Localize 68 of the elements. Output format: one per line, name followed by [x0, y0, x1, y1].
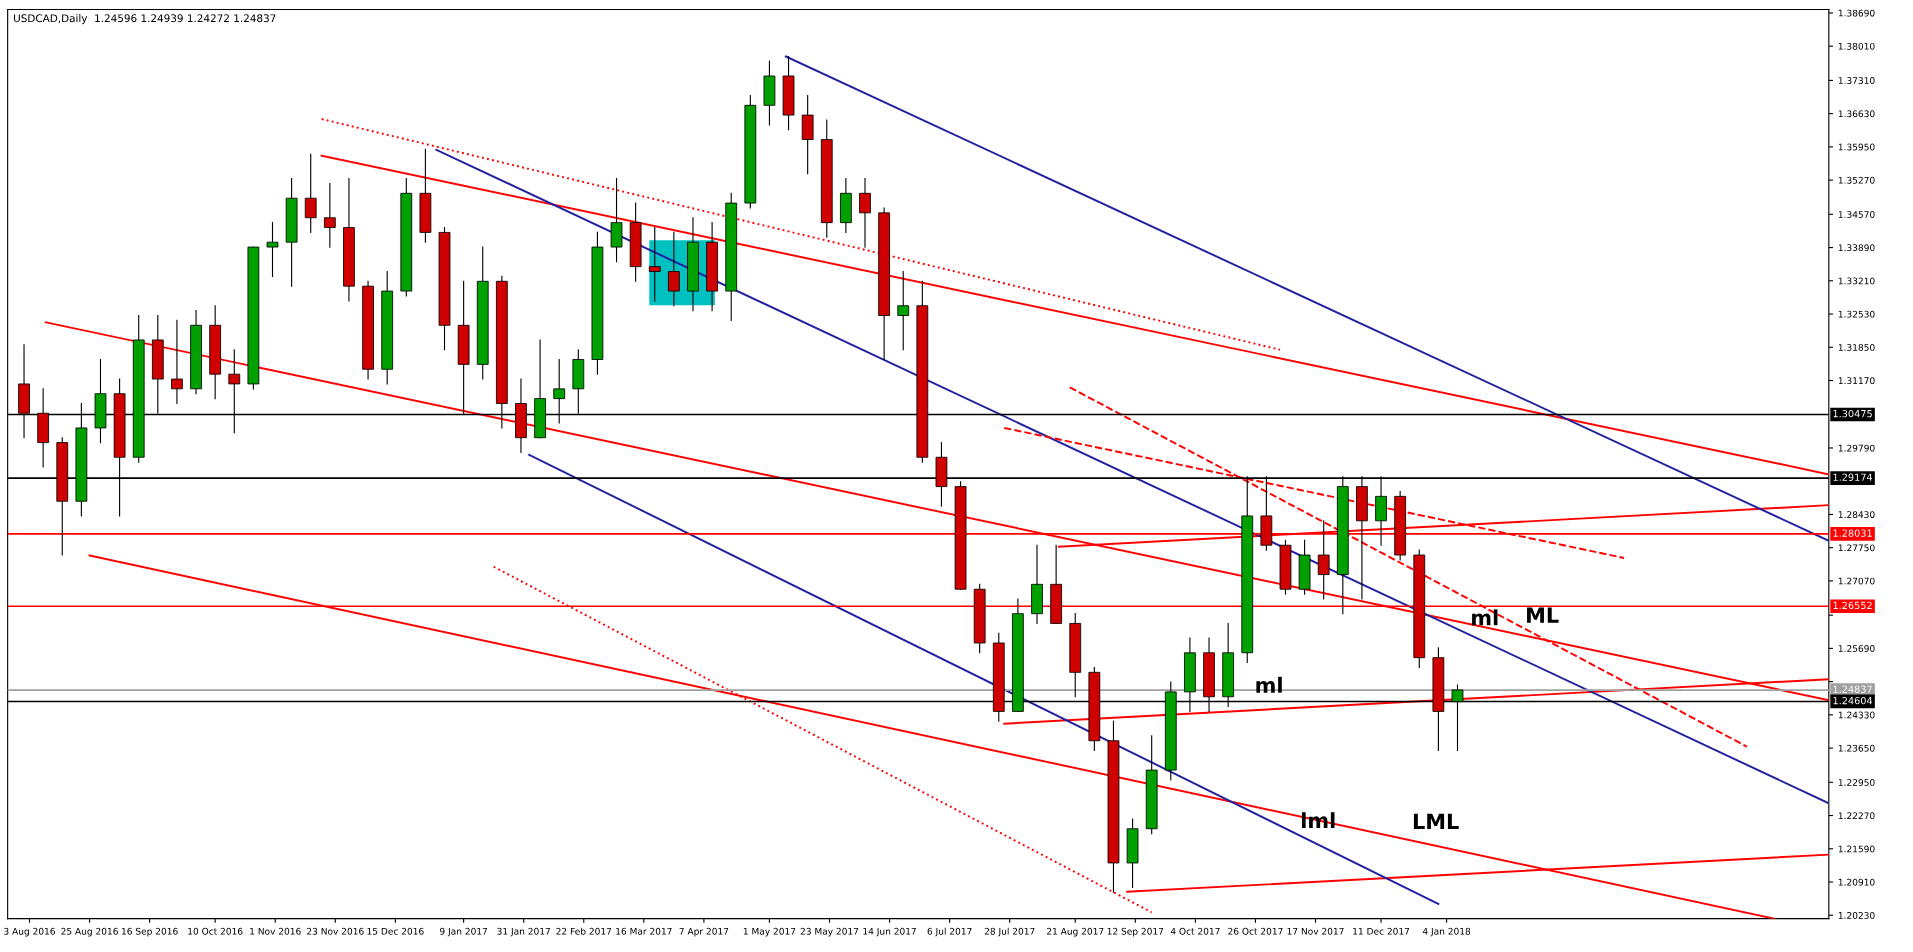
x-tick-label: 28 Jul 2017	[984, 927, 1035, 937]
ref-line-label: 1.29174	[1833, 473, 1873, 481]
candlestick	[304, 153, 317, 233]
x-tick-label: 1 Nov 2016	[250, 927, 301, 935]
y-tick-label: 1.36630	[1838, 110, 1875, 118]
y-tick-label: 1.31170	[1838, 377, 1875, 385]
ref-line-label: 1.30475	[1833, 409, 1872, 418]
ref-line-label: 1.26552	[1833, 601, 1872, 610]
x-tick-label: 4 Oct 2017	[1170, 927, 1220, 935]
y-tick-label: 1.37310	[1838, 77, 1875, 84]
y-tick-label: 1.20910	[1838, 878, 1875, 886]
x-tick-label: 31 Jan 2017	[497, 927, 550, 937]
y-tick-label: 1.29790	[1838, 444, 1875, 452]
x-tick-label: 21 Aug 2017	[1046, 927, 1104, 937]
candlestick	[1317, 520, 1330, 600]
y-tick-label: 1.35270	[1838, 176, 1875, 184]
candlestick	[897, 270, 910, 351]
x-tick-label: 1 May 2017	[743, 927, 796, 937]
y-tick-label: 1.20230	[1838, 911, 1875, 919]
x-tick-label: 6 Jul 2017	[927, 927, 972, 937]
y-tick-label: 1.38010	[1838, 42, 1875, 50]
y-tick-label: 1.33210	[1838, 277, 1875, 285]
x-tick-label: 15 Dec 2016	[367, 927, 424, 935]
x-tick-label: 23 Nov 2016	[307, 927, 364, 935]
x-tick-label: 26 Oct 2017	[1228, 927, 1283, 935]
x-tick-label: 10 Oct 2016	[188, 927, 243, 935]
candlestick	[171, 319, 183, 405]
x-tick-label: 23 May 2017	[800, 927, 859, 937]
x-tick-label: 17 Nov 2017	[1287, 927, 1344, 935]
x-tick-label: 12 Sep 2017	[1107, 927, 1164, 937]
annotation: ml	[1472, 609, 1498, 626]
x-tick-label: 11 Dec 2017	[1353, 927, 1410, 935]
x-tick-label: 4 Jan 2018	[1422, 927, 1471, 937]
x-tick-label: 16 Mar 2017	[616, 927, 672, 935]
y-tick-label: 1.28430	[1838, 511, 1875, 518]
annotation: ml	[1256, 676, 1282, 693]
candlestick	[266, 222, 279, 277]
y-tick-label: 1.34570	[1838, 211, 1875, 218]
y-tick-label: 1.38690	[1838, 9, 1875, 17]
chart-title: USDCAD,Daily 1.24596 1.24939 1.24272 1.24837	[14, 14, 276, 25]
annotation: LML	[1413, 813, 1459, 830]
x-tick-label: 7 Apr 2017	[679, 927, 729, 937]
ref-line-label: 1.24837	[1833, 685, 1872, 693]
candlestick	[667, 231, 680, 307]
y-tick-label: 1.22950	[1838, 779, 1875, 786]
y-tick-label: 1.23650	[1838, 744, 1875, 752]
x-tick-label: 22 Feb 2017	[556, 927, 612, 935]
y-tick-label: 1.32530	[1838, 310, 1875, 318]
y-tick-label: 1.33890	[1838, 244, 1875, 252]
y-tick-label: 1.24330	[1838, 711, 1875, 719]
candlestick	[648, 226, 661, 302]
y-tick-label: 1.35950	[1838, 143, 1875, 151]
candlestick	[323, 182, 336, 248]
ref-line-label: 1.24604	[1833, 696, 1873, 705]
annotation: ML	[1527, 607, 1559, 623]
y-tick-label: 1.31850	[1838, 344, 1875, 351]
y-tick-label: 1.27070	[1838, 577, 1875, 585]
y-tick-label: 1.21590	[1838, 845, 1875, 853]
x-tick-label: 14 Jun 2017	[863, 927, 916, 937]
y-tick-label: 1.27750	[1838, 544, 1875, 552]
y-tick-label: 1.25690	[1838, 645, 1875, 652]
x-tick-label: 25 Aug 2016	[61, 927, 118, 937]
x-tick-label: 16 Sep 2016	[122, 927, 178, 937]
x-tick-label: 9 Jan 2017	[440, 927, 488, 937]
y-tick-label: 1.22270	[1838, 812, 1875, 820]
ref-line-label: 1.28031	[1833, 529, 1872, 537]
candlestick	[859, 178, 871, 248]
x-tick-label: 3 Aug 2016	[4, 927, 55, 937]
